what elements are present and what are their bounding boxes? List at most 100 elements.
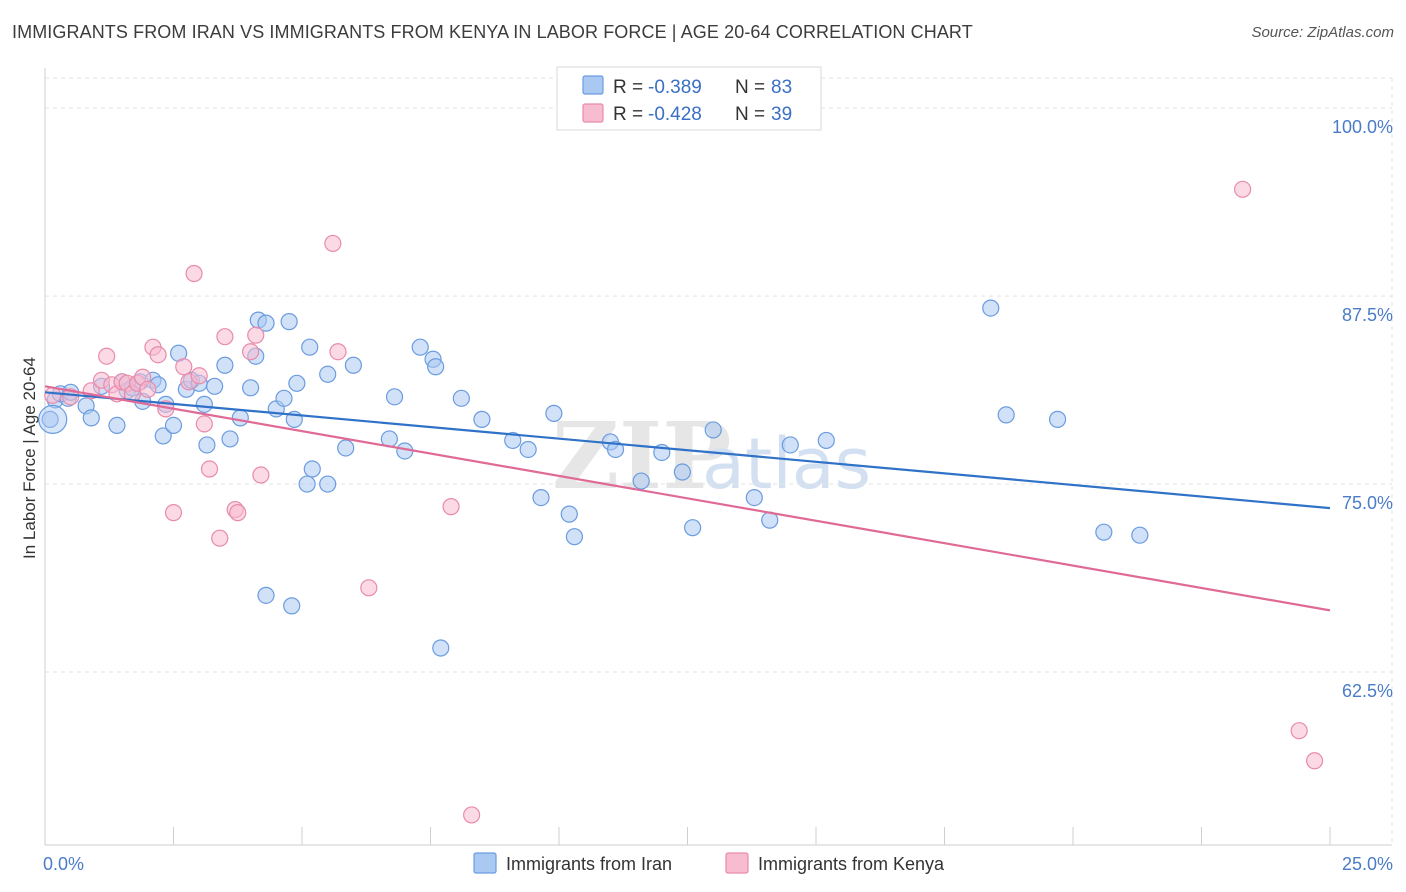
kenya-point-14	[149, 346, 167, 364]
y-tick-label-3: 100.0%	[1332, 117, 1393, 137]
iran-point-56	[545, 404, 563, 422]
iran-point-69	[817, 431, 835, 450]
iran-point-29	[242, 379, 260, 397]
bottom-legend-label-iran: Immigrants from Iran	[506, 854, 672, 874]
watermark-zip: ZIP	[552, 402, 731, 510]
iran-point-75	[257, 586, 275, 604]
iran-trend-line	[44, 391, 1331, 510]
iran-point-55	[532, 488, 550, 507]
iran-point-50	[427, 358, 445, 376]
y-axis-label: In Labor Force | Age 20-64	[20, 357, 39, 559]
iran-point-24	[198, 436, 216, 454]
x-tick-label-0: 0.0%	[43, 854, 84, 874]
kenya-point-29	[252, 466, 270, 484]
iran-point-77	[432, 639, 450, 657]
source-credit: Source: ZipAtlas.com	[1251, 24, 1394, 41]
legend-iran-r-value: -0.389	[648, 77, 702, 98]
legend-swatch-iran	[582, 75, 604, 95]
iran-point-large	[38, 404, 68, 434]
iran-point-57	[560, 505, 578, 523]
kenya-point-34	[463, 806, 481, 824]
iran-point-53	[504, 431, 522, 450]
y-tick-label-2: 87.5%	[1342, 305, 1393, 325]
y-tick-labels: 62.5% 75.0% 87.5% 100.0%	[1332, 117, 1393, 701]
kenya-point-33	[442, 498, 460, 516]
kenya-point-21	[195, 415, 213, 433]
iran-point-76	[283, 597, 301, 615]
legend-iran-r-label: R =	[613, 77, 643, 98]
legend-kenya-n-label: N =	[735, 104, 765, 125]
kenya-points	[44, 180, 1324, 824]
kenya-point-28	[247, 326, 265, 344]
iran-point-72	[1048, 410, 1067, 428]
iran-point-34	[275, 389, 293, 407]
iran-point-64	[684, 519, 702, 537]
bottom-legend-swatch-iran	[473, 852, 497, 874]
kenya-point-37	[1305, 752, 1324, 770]
y-tick-label-0: 62.5%	[1342, 681, 1393, 701]
legend-kenya-r-label: R =	[613, 104, 643, 125]
kenya-point-19	[185, 264, 203, 283]
kenya-point-17	[175, 358, 193, 376]
iran-point-73	[1095, 523, 1113, 541]
iran-point-74	[1131, 526, 1149, 544]
iran-point-43	[337, 439, 355, 457]
kenya-point-22	[200, 460, 219, 478]
iran-point-18	[164, 416, 183, 435]
kenya-point-36	[1290, 722, 1308, 740]
chart-title: IMMIGRANTS FROM IRAN VS IMMIGRANTS FROM …	[12, 22, 973, 42]
iran-point-25	[206, 377, 224, 395]
iran-point-51	[452, 389, 470, 407]
kenya-point-23	[211, 529, 229, 547]
x-tick-labels: 0.0% 25.0%	[43, 854, 1393, 874]
iran-point-60	[606, 440, 625, 459]
iran-point-41	[319, 475, 337, 493]
iran-point-58	[565, 528, 584, 546]
iran-point-27	[221, 430, 239, 448]
iran-point-26	[216, 356, 234, 374]
kenya-trend-line	[44, 385, 1331, 612]
kenya-point-31	[329, 343, 347, 361]
kenya-point-27	[242, 343, 260, 361]
iran-point-37	[288, 374, 306, 392]
kenya-point-20	[190, 367, 208, 385]
x-tick-label-1: 25.0%	[1342, 854, 1393, 874]
iran-point-42	[319, 365, 337, 383]
y-tick-label-1: 75.0%	[1342, 493, 1393, 513]
iran-point-46	[385, 388, 404, 406]
kenya-point-4	[98, 347, 116, 365]
legend-kenya-n-value: 39	[771, 104, 792, 125]
iran-point-66	[745, 488, 763, 507]
iran-point-39	[301, 338, 319, 356]
legend-iran-n-value: 83	[771, 77, 792, 98]
iran-point-32	[257, 314, 275, 332]
kenya-point-24	[216, 328, 234, 346]
kenya-point-30	[324, 234, 342, 253]
legend-top: R = -0.389 N = 83 R = -0.428 N = 39	[556, 66, 822, 131]
trend-lines	[44, 385, 1331, 612]
iran-point-52	[473, 410, 491, 428]
iran-point-61	[632, 472, 650, 490]
iran-point-38	[298, 475, 316, 493]
legend-kenya-r-value: -0.428	[648, 104, 702, 125]
watermark: ZIP atlas	[552, 402, 871, 510]
iran-point-68	[781, 436, 799, 454]
iran-point-8	[108, 416, 126, 435]
iran-point-35	[280, 313, 298, 331]
iran-point-23	[195, 395, 213, 413]
iran-point-48	[411, 338, 429, 356]
bottom-legend-swatch-kenya	[725, 852, 749, 874]
kenya-point-12	[139, 380, 157, 398]
kenya-point-1	[62, 388, 80, 406]
kenya-point-35	[1234, 180, 1252, 198]
iran-point-63	[673, 463, 691, 481]
iran-point-71	[997, 406, 1015, 424]
axes	[44, 68, 1392, 846]
legend-swatch-kenya	[582, 103, 604, 123]
iran-point-16	[154, 427, 172, 445]
iran-point-0	[41, 410, 59, 428]
iran-point-70	[982, 299, 1000, 317]
iran-point-40	[303, 460, 321, 478]
kenya-point-26	[229, 504, 247, 522]
